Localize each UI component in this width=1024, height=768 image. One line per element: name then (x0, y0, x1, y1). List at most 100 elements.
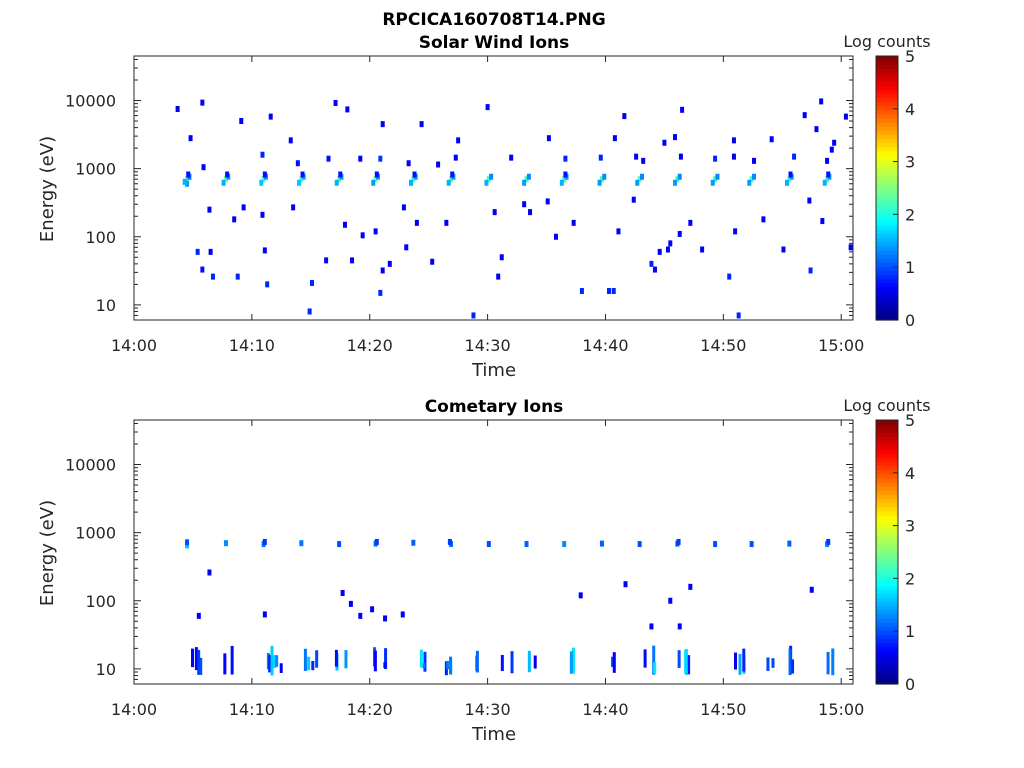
data-cell (731, 137, 736, 144)
data-cell (673, 134, 678, 141)
data-cell (788, 648, 792, 676)
data-cell (358, 155, 363, 162)
data-cell (348, 600, 353, 607)
data-cell (208, 248, 213, 255)
colorbar-segment (876, 68, 898, 74)
colorbar-segment (876, 646, 898, 652)
colorbar-segment (876, 287, 898, 292)
data-cell (643, 649, 647, 668)
data-cell (360, 232, 365, 239)
colorbar-segment (876, 307, 898, 313)
x-tick-label: 14:40 (582, 336, 628, 355)
data-cell (675, 176, 680, 183)
data-cell (334, 649, 338, 667)
data-cell (345, 106, 350, 113)
cometary-title: Cometary Ions (425, 397, 564, 417)
data-cell (668, 240, 673, 247)
data-cell (792, 153, 797, 160)
axes-frame (133, 419, 854, 685)
data-cell (307, 308, 312, 315)
data-cell (223, 176, 228, 183)
colorbar-segment (876, 539, 898, 545)
colorbar-segment (876, 84, 898, 90)
data-cell (553, 233, 558, 240)
data-cell (241, 204, 246, 211)
data-cell (562, 176, 567, 183)
colorbar-tick-label: 5 (905, 47, 915, 66)
data-cell (637, 541, 642, 548)
colorbar-segment (876, 448, 898, 454)
colorbar-segment (876, 179, 898, 185)
axes-frame (133, 55, 854, 321)
colorbar-segment (876, 519, 898, 524)
data-cell (673, 179, 678, 186)
data-cell (510, 651, 514, 674)
data-cell (571, 219, 576, 226)
colorbar-segment (876, 64, 898, 69)
data-cell (826, 651, 830, 675)
colorbar-segment (876, 278, 898, 284)
data-cell (199, 657, 203, 675)
data-cell (843, 113, 848, 120)
y-tick-label: 1000 (75, 160, 116, 179)
data-cell (340, 589, 345, 596)
colorbar-segment (876, 76, 898, 82)
data-cell (279, 663, 283, 673)
colorbar-segment (876, 564, 898, 570)
data-cell (265, 281, 270, 288)
colorbar-segment (876, 117, 898, 123)
data-cell (374, 538, 379, 545)
data-cell (809, 586, 814, 593)
data-cell (342, 221, 347, 228)
data-cell (373, 228, 378, 235)
data-cell (350, 257, 355, 264)
data-cell (563, 171, 568, 178)
colorbar-segment (876, 523, 898, 528)
data-cell (559, 179, 564, 186)
data-cell (406, 160, 411, 167)
data-cell (611, 656, 615, 668)
colorbar-segment (876, 221, 898, 226)
colorbar-segment (876, 589, 898, 594)
data-cell (597, 179, 602, 186)
colorbar-segment (876, 580, 898, 586)
data-cell (185, 539, 190, 546)
data-cell (408, 179, 413, 186)
colorbar-segment (876, 572, 898, 578)
data-cell (546, 135, 551, 142)
data-cell (326, 155, 331, 162)
data-cell (446, 179, 451, 186)
data-cell (270, 645, 274, 676)
data-cell (358, 612, 363, 619)
data-cell (545, 198, 550, 205)
data-cell (684, 650, 688, 674)
colorbar-segment (876, 473, 898, 479)
data-cell (688, 583, 693, 590)
colorbar-frame (875, 55, 899, 321)
data-cell (450, 171, 455, 178)
data-cell (807, 197, 812, 204)
data-cell (831, 648, 835, 676)
data-cell (486, 176, 491, 183)
data-cell (311, 660, 315, 671)
colorbar-tick-label: 2 (905, 205, 915, 224)
data-cell (802, 112, 807, 119)
colorbar-segment (876, 254, 898, 259)
data-cell (787, 540, 792, 547)
colorbar-segment (876, 642, 898, 648)
x-tick-label: 14:00 (111, 336, 157, 355)
solar-wind-colorbar-label: Log counts (843, 32, 930, 51)
data-cell (826, 171, 831, 178)
colorbar-segment (876, 93, 898, 98)
colorbar-tick-label: 0 (905, 311, 915, 330)
solar-wind-panel: Solar Wind Ions 14:00 14:10 14:20 14:30 14:4… (37, 32, 931, 381)
data-cell (599, 540, 604, 547)
colorbar-tick-label: 4 (905, 464, 915, 483)
data-cell (288, 137, 293, 144)
data-cell (761, 216, 766, 223)
colorbar-segment (876, 188, 898, 193)
data-cell (262, 171, 267, 178)
data-cell (788, 171, 793, 178)
data-cell (299, 540, 304, 547)
data-cell (825, 176, 830, 183)
